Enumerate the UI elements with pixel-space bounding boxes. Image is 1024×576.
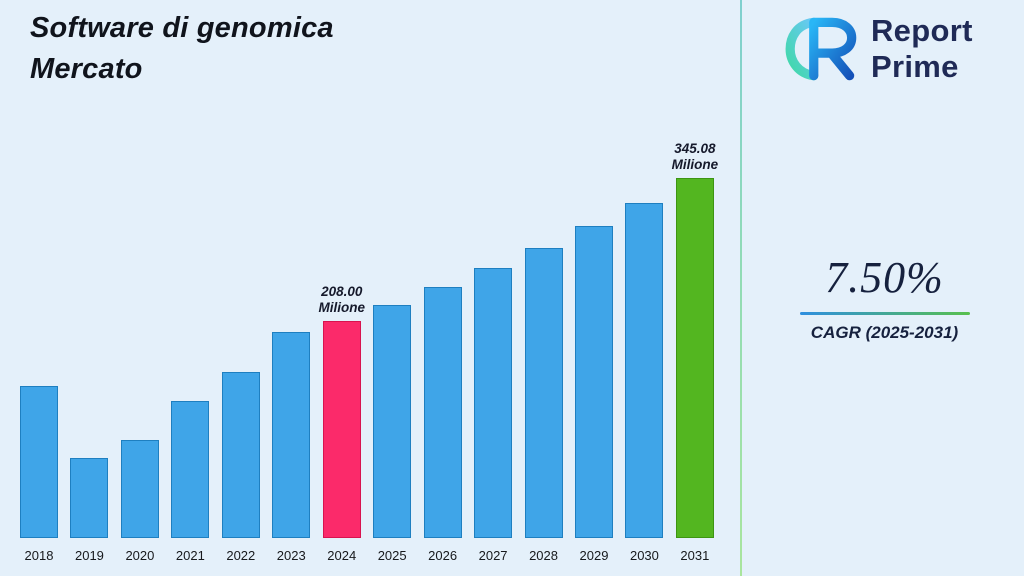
reportprime-logo-icon (785, 17, 857, 81)
bar-column-2019: 2019 (64, 110, 114, 565)
x-axis-label-2021: 2021 (175, 548, 205, 563)
bar-column-2027: 2027 (468, 110, 518, 565)
vertical-divider (740, 0, 742, 576)
x-axis-label-2031: 2031 (680, 548, 710, 563)
bar-2029 (574, 226, 613, 538)
bar-2018 (20, 386, 58, 538)
cagr-label: CAGR (2025-2031) (810, 323, 959, 342)
cagr-underline (799, 312, 970, 315)
x-axis-label-2025: 2025 (377, 548, 407, 563)
x-axis-label-2029: 2029 (579, 548, 609, 563)
x-axis-label-2022: 2022 (226, 548, 256, 563)
x-axis-label-2020: 2020 (125, 548, 155, 563)
bar-column-2022: 2022 (216, 110, 266, 565)
logo-text-line1: Report (871, 13, 973, 48)
bar-2022 (221, 372, 260, 538)
bar-2020 (120, 440, 159, 538)
bar-2019 (70, 458, 109, 538)
bar-column-2023: 2023 (266, 110, 316, 565)
bar-chart: 2018 2019 2020 2021 2022 2023 208.00 Milione 202… (14, 110, 720, 565)
x-axis-label-2026: 2026 (428, 548, 458, 563)
reportprime-logo: Report Prime (783, 8, 973, 90)
bar-column-2021: 2021 (165, 110, 215, 565)
x-axis-label-2019: 2019 (74, 548, 104, 563)
bar-2028 (524, 248, 563, 538)
bar-column-2031: 345.08 Milione 2031 (670, 110, 720, 565)
x-axis-label-2028: 2028 (529, 548, 558, 563)
bar-column-2020: 2020 (115, 110, 165, 565)
bar-column-2026: 2026 (418, 110, 468, 565)
page-title-line1: Software di genomica (30, 12, 334, 44)
bar-2027 (474, 268, 513, 538)
bar-value-annotation-2031: 345.08 Milione (671, 141, 719, 172)
reportprime-logo-text: Report Prime (871, 13, 973, 85)
bar-column-2029: 2029 (569, 110, 619, 565)
logo-text-line2: Prime (871, 49, 959, 84)
bar-column-2028: 2028 (519, 110, 569, 565)
bar-2031 (675, 178, 714, 538)
x-axis-label-2023: 2023 (276, 548, 306, 563)
bar-value-annotation-2024: 208.00 Milione (318, 284, 365, 315)
x-axis-label-2024: 2024 (327, 548, 357, 563)
page-title-line2: Mercato (30, 53, 143, 85)
cagr-value: 7.50% (825, 253, 944, 302)
page-title: Software di genomica Mercato (30, 8, 334, 90)
bar-2026 (423, 287, 462, 538)
x-axis-label-2018: 2018 (24, 548, 54, 563)
bar-column-2018: 2018 (14, 110, 64, 565)
bar-2024 (322, 321, 361, 538)
bar-2030 (625, 203, 664, 538)
bar-column-2025: 2025 (367, 110, 417, 565)
x-axis-label-2030: 2030 (629, 548, 659, 563)
bar-2023 (272, 332, 311, 538)
bar-2021 (171, 401, 210, 538)
bar-column-2024: 208.00 Milione 2024 (317, 110, 367, 565)
bar-2025 (373, 305, 412, 538)
bar-column-2030: 2030 (619, 110, 669, 565)
x-axis-label-2027: 2027 (478, 548, 508, 563)
cagr-block: 7.50% CAGR (2025-2031) (762, 252, 1007, 343)
